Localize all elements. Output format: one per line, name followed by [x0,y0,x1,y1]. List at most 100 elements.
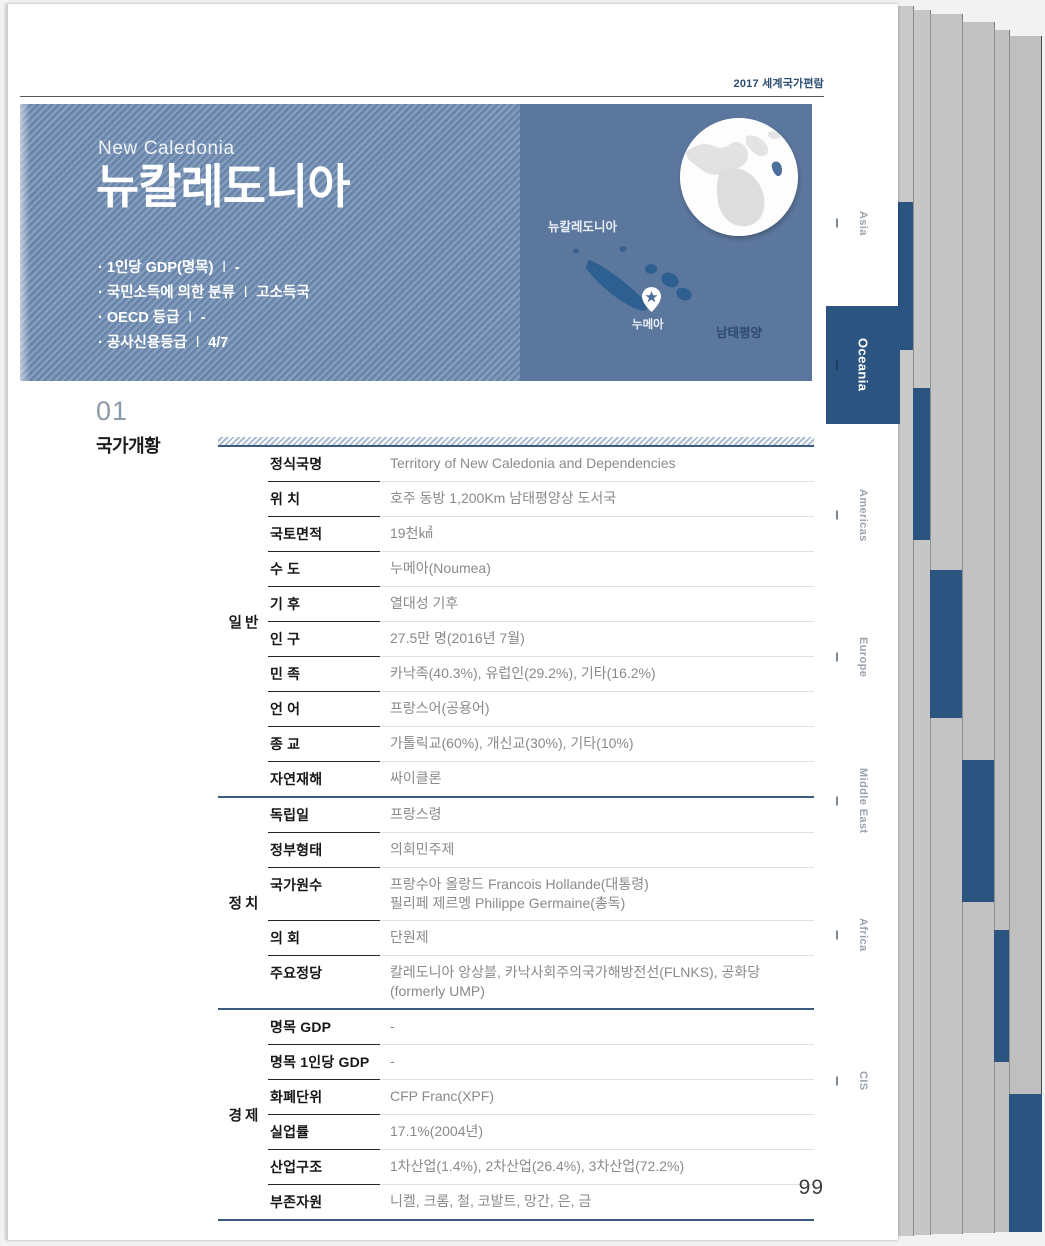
row-value: 호주 동방 1,200Km 남태평양상 도서국 [380,482,814,517]
row-label: 민 족 [268,657,380,692]
table-row: 국가원수 프랑수아 올랑드 Francois Hollande(대통령) 필리페… [268,868,814,921]
banner-map-panel: 뉴칼레도니아 누메아 남태평양 [520,104,812,381]
row-value: 의회민주제 [380,833,814,868]
region-tab-label: CIS [857,1071,869,1091]
row-label: 인 구 [268,622,380,657]
table-group-politics: 정치 독립일 프랑스령 정부형태 의회민주제 국가원수 프랑수아 올랑드 Fra… [218,796,814,1008]
fact-bullet: · [98,260,103,276]
table-row: 실업률 17.1%(2004년) [268,1115,814,1150]
row-label: 기 후 [268,587,380,622]
row-value: 단원제 [380,921,814,956]
row-label: 의 회 [268,921,380,956]
row-label: 화폐단위 [268,1080,380,1115]
row-label: 주요정당 [270,965,323,981]
stack-leaf [930,14,963,1234]
table-rows: 명목 GDP - 명목 1인당 GDP - 화폐단위 CFP Franc(XPF… [268,1010,814,1219]
row-value: 칼레도니아 앙상블, 카낙사회주의국가해방전선(FLNKS), 공화당 (for… [390,964,761,999]
table-row: 종 교 가톨릭교(60%), 개신교(30%), 기타(10%) [268,727,814,762]
table-row: 언 어 프랑스어(공용어) [268,692,814,727]
map-islands [573,246,692,311]
row-value: 누메아(Noumea) [380,552,814,587]
key-fact-item: · 1인당 GDP(명목) l - [98,256,310,281]
row-label: 명목 1인당 GDP [268,1045,380,1080]
document-page: 2017 세계국가편람 New Caledonia 뉴칼레도니아 · 1인당 G… [6,4,900,1240]
region-tab-cis[interactable]: CIS [826,1022,900,1140]
region-tab-label: Oceania [855,338,871,392]
table-group-economy: 경제 명목 GDP - 명목 1인당 GDP - 화폐단위 CFP Franc(… [218,1008,814,1221]
header-divider [20,96,824,97]
globe-inset [680,118,798,236]
fact-label: 국민소득에 의한 분류 [106,285,235,301]
table-row: 정식국명 Territory of New Caledonia and Depe… [268,447,814,482]
table-row: 화폐단위 CFP Franc(XPF) [268,1080,814,1115]
key-facts-list: · 1인당 GDP(명목) l - · 국민소득에 의한 분류 l 고소득국 ·… [98,256,310,356]
table-row: 의 회 단원제 [268,921,814,956]
table-row: 정부형태 의회민주제 [268,833,814,868]
table-row: 위 치 호주 동방 1,200Km 남태평양상 도서국 [268,482,814,517]
fact-separator: l [244,285,248,301]
row-label: 자연재해 [270,771,323,787]
row-label: 국토면적 [268,517,380,552]
row-value: 가톨릭교(60%), 개신교(30%), 기타(10%) [380,727,814,762]
fact-label: 공사신용등급 [106,335,187,351]
stack-leaf-tab [913,388,931,540]
region-tab-americas[interactable]: Americas [826,456,900,574]
stack-leaf-tab [962,760,995,902]
table-rows: 독립일 프랑스령 정부형태 의회민주제 국가원수 프랑수아 올랑드 Franco… [268,798,814,1008]
region-tab-middle-east[interactable]: Middle East [826,742,900,860]
row-value: 프랑스어(공용어) [380,692,814,727]
stack-leaf [962,22,995,1233]
publication-title: 2017 세계국가편람 [733,78,824,90]
region-tab-label: Europe [857,636,869,678]
row-value: - [380,1045,814,1080]
row-label: 국가원수 [268,868,380,921]
row-value: 1차산업(1.4%), 2차산업(26.4%), 3차산업(72.2%) [380,1150,814,1185]
table-row: 독립일 프랑스령 [268,798,814,833]
region-tab-oceania[interactable]: Oceania [826,306,900,424]
section-title: 국가개황 [96,436,161,456]
table-row: 주요정당 칼레도니아 앙상블, 카낙사회주의국가해방전선(FLNKS), 공화당… [268,956,814,1008]
key-fact-item: · 공사신용등급 l 4/7 [98,331,310,356]
stack-leaf-tab [896,202,914,350]
map-pin-icon [642,287,661,312]
row-label: 위 치 [268,482,380,517]
fact-value: - [234,260,240,276]
table-row: 부존자원 니켈, 크롬, 철, 코발트, 망간, 은, 금 [268,1185,814,1219]
row-value: 열대성 기후 [380,587,814,622]
row-label: 수 도 [268,552,380,587]
tab-dash-icon [836,930,838,940]
row-label: 종 교 [268,727,380,762]
map-label-country: 뉴칼레도니아 [548,220,618,234]
key-fact-item: · 국민소득에 의한 분류 l 고소득국 [98,281,310,306]
region-tab-europe[interactable]: Europe [826,598,900,716]
country-name-korean: 뉴칼레도니아 [96,160,350,213]
fact-bullet: · [98,285,103,301]
row-value: 19천㎢ [380,517,814,552]
tab-dash-icon [836,796,838,806]
table-group-label: 정치 [228,896,262,913]
region-tab-asia[interactable]: Asia [826,164,900,282]
region-tab-rail: Asia Oceania Americas Europe Middle East… [826,4,900,1240]
row-value: 27.5만 명(2016년 7월) [380,622,814,657]
section-number: 01 [96,396,129,426]
row-label: 언 어 [268,692,380,727]
row-label: 부존자원 [270,1194,323,1210]
fact-separator: l [222,260,226,276]
row-value: 니켈, 크롬, 철, 코발트, 망간, 은, 금 [390,1193,592,1209]
stack-leaf-tab [1009,1094,1042,1232]
region-tab-label: Americas [857,488,869,542]
fact-label: 1인당 GDP(명목) [106,260,214,276]
map-label-capital: 누메아 [632,319,664,331]
map-label-ocean: 남태평양 [716,326,763,340]
key-fact-item: · OECD 등급 l - [98,306,310,331]
row-value: CFP Franc(XPF) [380,1080,814,1115]
table-group-label: 일반 [228,615,262,631]
row-value: Territory of New Caledonia and Dependenc… [380,447,814,482]
table-group-general: 일반 정식국명 Territory of New Caledonia and D… [218,447,814,796]
table-row: 명목 GDP - [268,1010,814,1045]
region-tab-africa[interactable]: Africa [826,876,900,994]
stack-leaf [994,30,1010,1232]
country-profile-table: 일반 정식국명 Territory of New Caledonia and D… [218,437,814,1221]
page-stack [896,0,1045,1246]
